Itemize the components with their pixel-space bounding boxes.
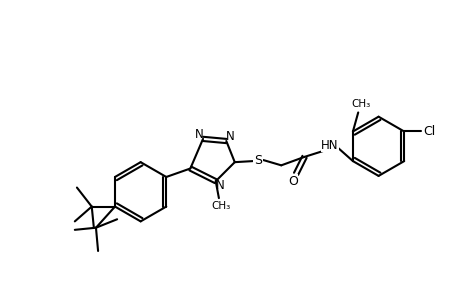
Text: N: N — [215, 179, 224, 192]
Text: N: N — [226, 130, 235, 143]
Text: CH₃: CH₃ — [211, 200, 230, 211]
Text: S: S — [253, 154, 262, 166]
Text: N: N — [194, 128, 203, 141]
Text: Cl: Cl — [423, 125, 435, 138]
Text: HN: HN — [320, 139, 338, 152]
Text: CH₃: CH₃ — [351, 99, 370, 109]
Text: O: O — [287, 175, 297, 188]
